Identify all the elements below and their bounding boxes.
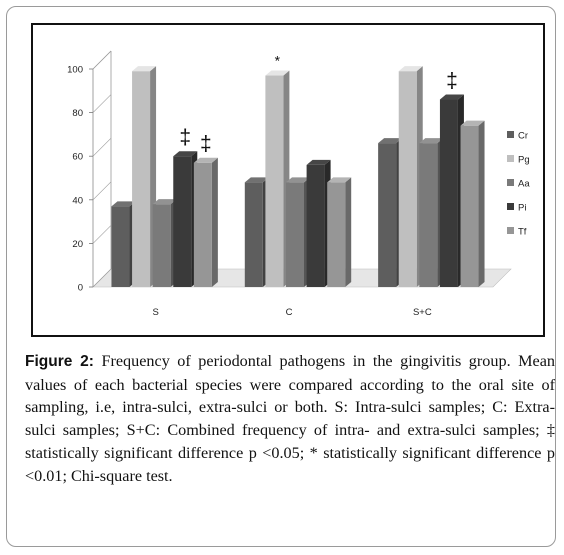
bar-cr-c — [244, 177, 269, 287]
legend-swatch-pg — [507, 155, 514, 162]
significance-marker: * — [275, 53, 281, 69]
y-tick-label: 100 — [67, 65, 83, 76]
bar-pg-c — [265, 70, 290, 287]
y-tick-label: 40 — [72, 195, 83, 206]
significance-marker: ‡ — [446, 70, 458, 93]
caption-text: Frequency of periodontal pathogens in th… — [25, 352, 555, 485]
figure-caption: Figure 2: Frequency of periodontal patho… — [25, 350, 555, 487]
legend-swatch-aa — [507, 179, 514, 186]
legend-label-cr: Cr — [518, 131, 528, 142]
x-category-label: C — [286, 307, 293, 318]
y-tick-label: 0 — [78, 283, 83, 294]
bar-cr-s — [111, 201, 136, 287]
bar-cr-splusc — [378, 138, 403, 287]
bar-pg-splusc — [398, 66, 423, 288]
legend-swatch-tf — [507, 227, 514, 234]
y-depth-line — [92, 181, 112, 201]
legend-label-pi: Pi — [518, 203, 526, 214]
y-tick-label: 60 — [72, 152, 83, 163]
x-category-label: S+C — [413, 307, 432, 318]
legend-swatch-pi — [507, 203, 514, 210]
bar-tf-splusc — [460, 120, 485, 288]
bar-pi-s — [173, 151, 198, 287]
y-depth-line — [92, 50, 112, 70]
legend-label-pg: Pg — [518, 155, 530, 166]
y-depth-line — [92, 137, 112, 157]
bar-aa-splusc — [419, 138, 444, 287]
legend-swatch-cr — [507, 131, 514, 138]
y-depth-line — [92, 268, 112, 288]
bar-aa-s — [152, 199, 177, 287]
significance-marker: ‡ — [179, 126, 191, 149]
figure-frame: 0 20 40 60 80 100 S C S+C ‡ ‡ * ‡ Cr Pg Aa Pi Tf Figure 2… — [6, 6, 556, 547]
bar-pg-s — [132, 66, 157, 288]
bar-pi-c — [306, 159, 331, 287]
y-depth-line — [92, 94, 112, 113]
bar-tf-s — [193, 157, 218, 287]
legend-label-aa: Aa — [518, 179, 530, 190]
legend-label-tf: Tf — [518, 227, 527, 238]
bar-pi-splusc — [439, 94, 464, 288]
x-category-label: S — [152, 307, 158, 318]
y-tick-label: 20 — [72, 239, 83, 250]
bar-chart: 0 20 40 60 80 100 S C S+C ‡ ‡ * ‡ Cr Pg Aa Pi Tf — [67, 50, 530, 318]
bar-aa-c — [286, 177, 310, 287]
y-depth-line — [92, 225, 112, 244]
significance-marker: ‡ — [200, 133, 212, 156]
chart-container: 0 20 40 60 80 100 S C S+C ‡ ‡ * ‡ Cr Pg Aa Pi Tf — [31, 23, 545, 337]
bar-tf-c — [327, 177, 352, 287]
caption-label: Figure 2: — [25, 353, 94, 370]
y-tick-label: 80 — [72, 108, 83, 119]
